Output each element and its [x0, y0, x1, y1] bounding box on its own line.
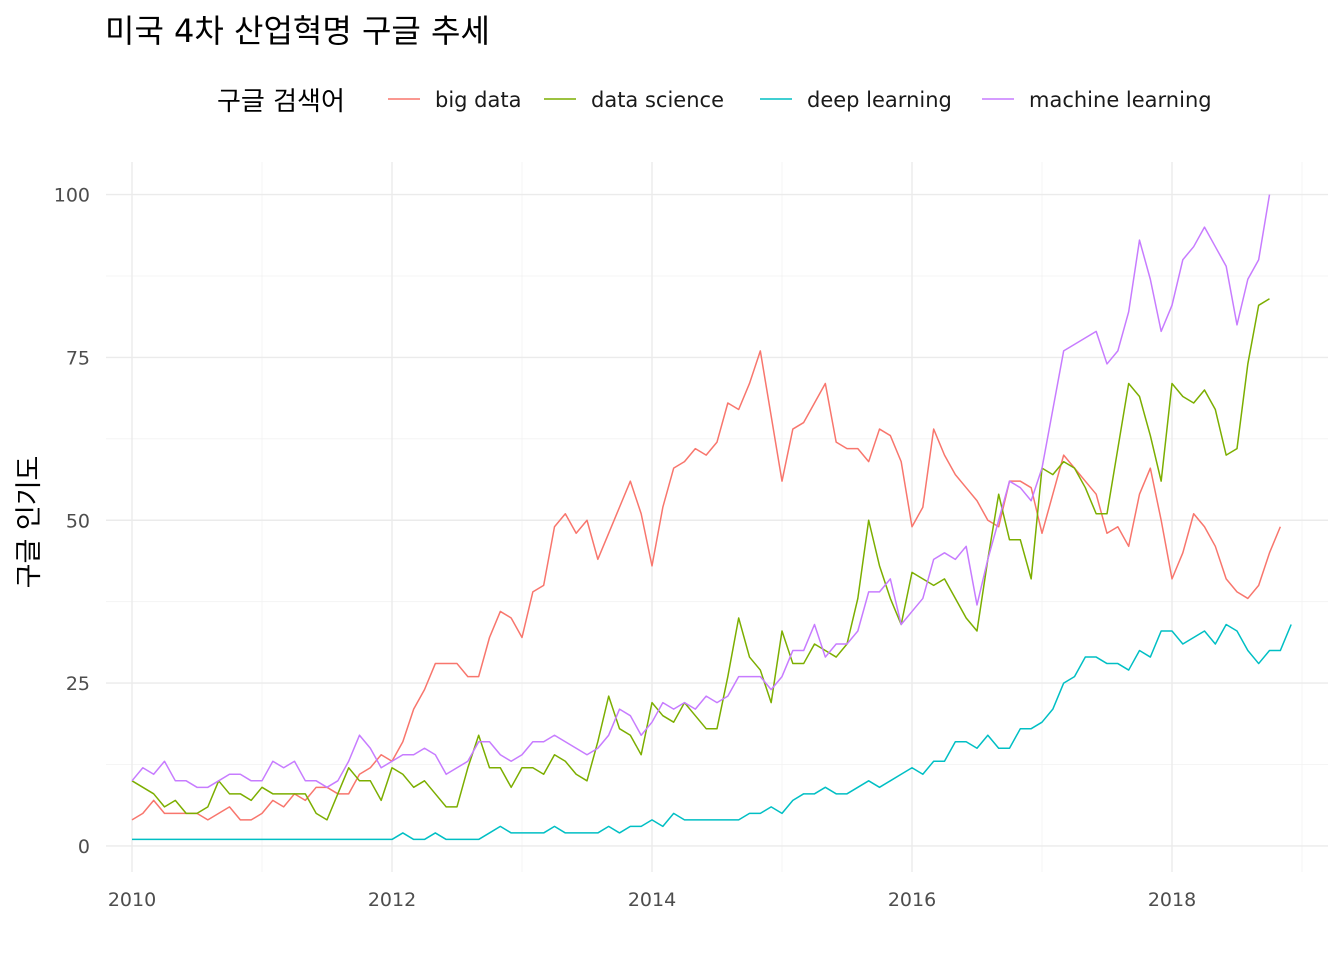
y-axis-title: 구글 인기도	[14, 456, 45, 589]
y-tick-label: 75	[66, 347, 90, 369]
y-tick-label: 50	[66, 510, 90, 532]
series-line-data-science	[131, 298, 1270, 821]
legend-item: deep learning	[760, 88, 952, 112]
legend-label: deep learning	[807, 88, 952, 112]
legend: 구글 검색어 big data data science deep learning…	[217, 87, 1212, 117]
series-line-machine-learning	[131, 194, 1271, 789]
legend-label: machine learning	[1029, 88, 1212, 112]
legend-item: big data	[388, 88, 521, 112]
legend-label: big data	[435, 88, 521, 112]
y-axis: 0 25 50 75 100	[54, 185, 90, 858]
x-tick-label: 2012	[368, 889, 416, 911]
chart-title: 미국 4차 산업혁명 구글 추세	[105, 12, 490, 50]
x-tick-label: 2010	[108, 889, 156, 911]
y-tick-label: 100	[54, 185, 90, 207]
x-tick-label: 2016	[888, 889, 936, 911]
legend-title: 구글 검색어	[217, 87, 345, 117]
legend-item: data science	[544, 88, 724, 112]
legend-item: machine learning	[982, 88, 1212, 112]
series-line-big-data	[131, 350, 1282, 821]
series-line-deep-learning	[132, 623, 1292, 841]
x-axis: 2010 2012 2014 2016 2018	[108, 889, 1196, 911]
legend-label: data science	[591, 88, 724, 112]
y-tick-label: 25	[66, 673, 90, 695]
plot-area	[106, 162, 1328, 872]
y-tick-label: 0	[78, 836, 90, 858]
x-tick-label: 2014	[628, 889, 676, 911]
x-tick-label: 2018	[1148, 889, 1196, 911]
